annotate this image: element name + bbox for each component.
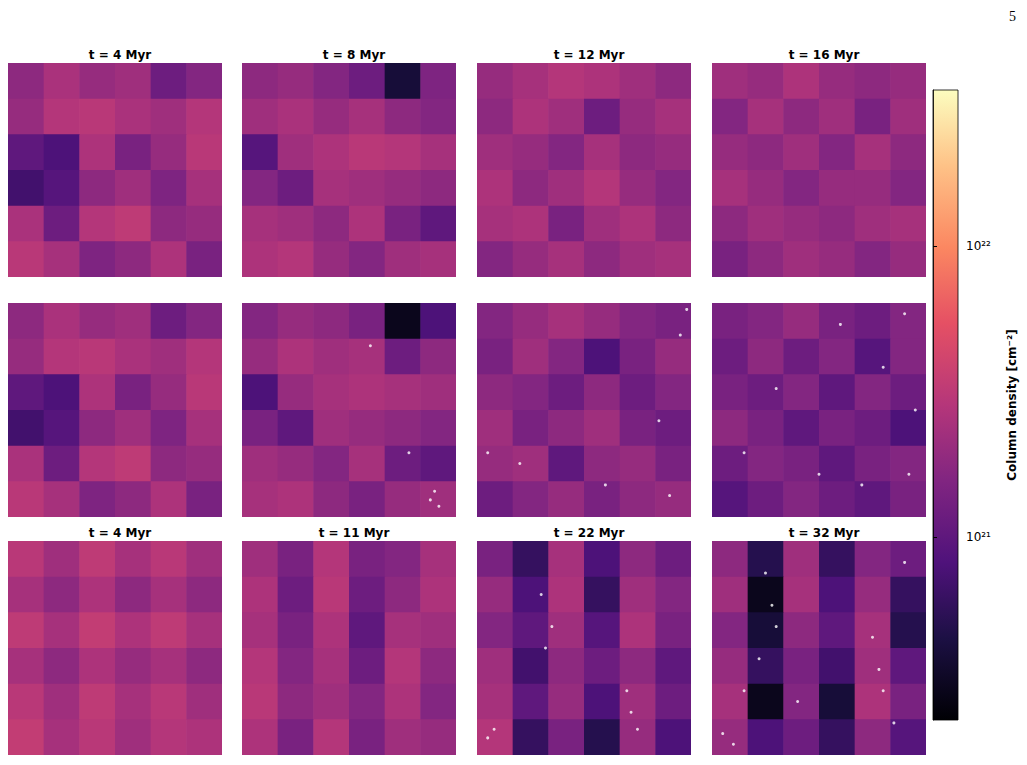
svg-text:t = 22 Myr: t = 22 Myr xyxy=(554,526,625,540)
svg-text:t = 11 Myr: t = 11 Myr xyxy=(319,526,390,540)
svg-text:t = 16 Myr: t = 16 Myr xyxy=(789,48,860,62)
svg-text:t = 32 Myr: t = 32 Myr xyxy=(789,526,860,540)
svg-text:10²²: 10²² xyxy=(966,239,991,253)
svg-text:10²¹: 10²¹ xyxy=(966,530,991,544)
svg-text:Column density [cm⁻²]: Column density [cm⁻²] xyxy=(1005,329,1019,480)
svg-text:t = 8 Myr: t = 8 Myr xyxy=(323,48,385,62)
svg-text:t = 12 Myr: t = 12 Myr xyxy=(554,48,625,62)
svg-text:t = 4 Myr: t = 4 Myr xyxy=(89,48,151,62)
svg-text:t = 4 Myr: t = 4 Myr xyxy=(89,526,151,540)
svg-text:5: 5 xyxy=(1009,9,1016,24)
